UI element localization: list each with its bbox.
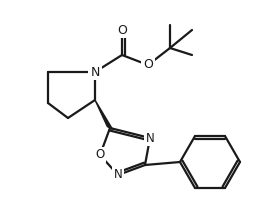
Text: O: O bbox=[143, 59, 153, 71]
Text: O: O bbox=[95, 148, 105, 162]
Text: N: N bbox=[90, 66, 100, 78]
Polygon shape bbox=[95, 100, 113, 129]
Text: O: O bbox=[117, 24, 127, 36]
Text: N: N bbox=[114, 169, 122, 181]
Text: N: N bbox=[146, 131, 154, 145]
